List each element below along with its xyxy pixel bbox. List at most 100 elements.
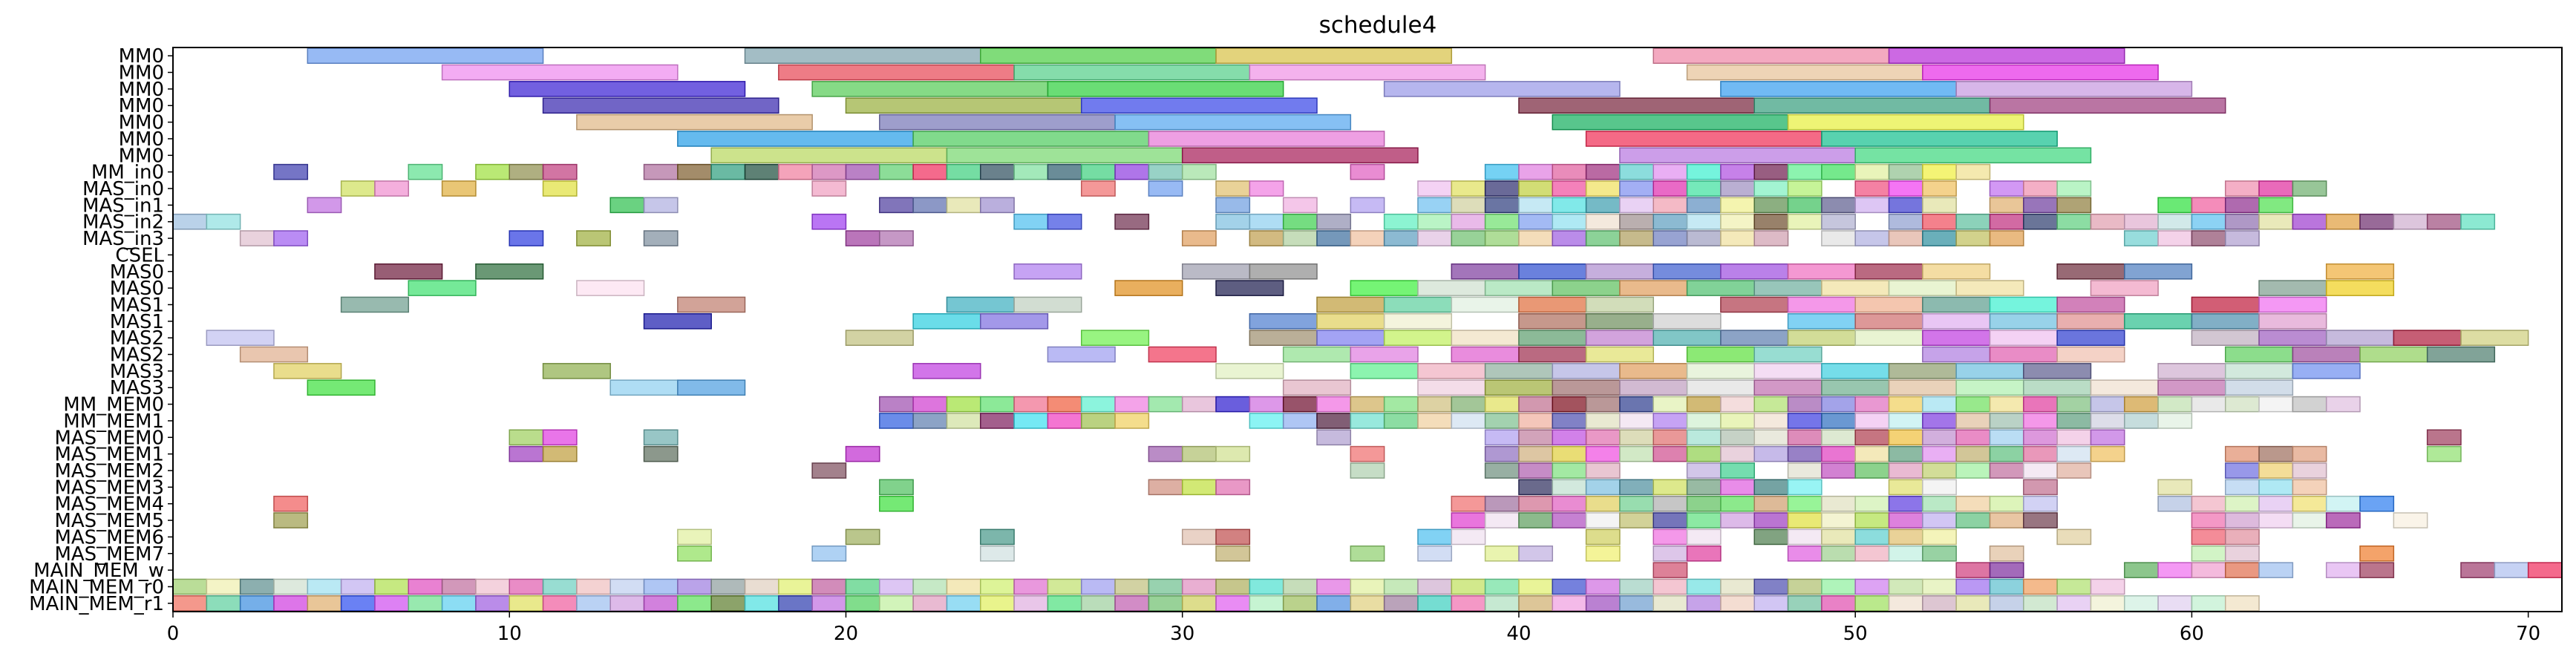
task-bar-r7-1: [408, 163, 443, 180]
task-bar-r18-12: [2056, 346, 2125, 363]
task-bar-r28-15: [1922, 512, 1957, 528]
task-bar-r14-14: [2090, 280, 2159, 296]
task-bar-r17-3: [1249, 330, 1318, 346]
task-bar-r28-18: [2023, 512, 2058, 528]
task-bar-r13-15: [2325, 263, 2395, 280]
task-bar-r33-46: [1720, 595, 1755, 612]
task-bar-r30-19: [2359, 545, 2395, 562]
task-bar-r33-52: [1922, 595, 1957, 612]
task-bar-r21-0: [879, 396, 914, 413]
task-bar-r7-5: [643, 163, 679, 180]
task-bar-r21-21: [1585, 396, 1621, 413]
task-bar-r33-51: [1888, 595, 1923, 612]
task-bar-r32-21: [879, 578, 914, 595]
task-bar-r14-6: [1484, 280, 1554, 296]
task-bar-r28-22: [2292, 512, 2327, 528]
task-bar-r9-6: [980, 197, 1015, 214]
task-bar-r26-4: [1518, 479, 1554, 496]
task-bar-r10-8: [1282, 213, 1318, 230]
task-bar-r30-18: [2225, 545, 2260, 562]
task-bar-r29-11: [1787, 528, 1823, 546]
task-bar-r29-1: [845, 528, 880, 546]
task-bar-r30-8: [1585, 545, 1621, 562]
task-bar-r31-10: [2460, 562, 2496, 578]
task-bar-r19-13: [1955, 363, 2024, 379]
task-bar-r22-11: [1350, 413, 1385, 429]
task-bar-r23-9: [1653, 429, 1688, 446]
task-bar-r22-5: [1047, 413, 1082, 429]
task-bar-r20-11: [1888, 379, 1957, 396]
task-bar-r30-17: [2191, 545, 2226, 562]
task-bar-r24-16: [1753, 445, 1789, 462]
task-bar-r33-39: [1484, 595, 1520, 612]
task-bar-r13-6: [1518, 263, 1587, 280]
task-bar-r18-13: [2225, 346, 2294, 363]
task-bar-r28-10: [1753, 512, 1789, 528]
task-bar-r9-17: [1653, 197, 1688, 214]
task-bar-r31-2: [1989, 562, 2024, 578]
task-bar-r13-3: [1181, 263, 1251, 280]
task-bar-r23-0: [509, 429, 544, 446]
task-bar-r33-55: [2023, 595, 2058, 612]
task-bar-r33-41: [1552, 595, 1587, 612]
task-bar-r33-26: [1047, 595, 1082, 612]
task-bar-r32-42: [1585, 578, 1621, 595]
task-bar-r24-15: [1720, 445, 1755, 462]
x-axis: 0 10 20 30 40 50 60 70: [167, 612, 2540, 645]
task-bar-r16-8: [1653, 313, 1722, 330]
y-tick-label-32: MAIN_MEM_r0: [29, 576, 164, 598]
task-bar-r25-16: [2056, 462, 2092, 479]
task-bar-r2-1: [811, 81, 1049, 97]
task-bar-r33-43: [1619, 595, 1654, 612]
task-bar-r8-17: [1686, 180, 1722, 197]
task-bar-r18-8: [1686, 346, 1755, 363]
task-bar-r21-15: [1383, 396, 1419, 413]
x-tick-label-1: 10: [497, 623, 522, 645]
task-bar-r33-49: [1821, 595, 1856, 612]
task-bar-r23-14: [1821, 429, 1856, 446]
task-bar-r9-22: [1821, 197, 1856, 214]
task-bar-r15-14: [2056, 296, 2125, 313]
task-bar-r33-28: [1114, 595, 1150, 612]
task-bar-r18-3: [1282, 346, 1352, 363]
task-bar-r10-12: [1451, 213, 1486, 230]
task-bar-r11-31: [2157, 230, 2193, 246]
y-tick-label-33: MAIN_MEM_r1: [29, 593, 164, 615]
task-bar-r32-13: [609, 578, 645, 595]
task-bar-r16-7: [1585, 313, 1655, 330]
task-bar-r27-23: [2258, 495, 2294, 512]
task-bar-r7-37: [1955, 163, 1991, 180]
task-bar-r33-33: [1282, 595, 1318, 612]
task-bar-r22-9: [1282, 413, 1318, 429]
task-bar-r26-10: [1720, 479, 1755, 496]
task-bar-r33-37: [1417, 595, 1453, 612]
task-bar-r8-22: [1888, 180, 1923, 197]
task-bar-r32-23: [946, 578, 981, 595]
task-bar-r9-10: [1417, 197, 1453, 214]
task-bar-r27-15: [1888, 495, 1923, 512]
bars-layer: [172, 48, 2563, 612]
task-bar-r24-19: [1854, 445, 1890, 462]
task-bar-r17-2: [1081, 330, 1150, 346]
task-bar-r2-0: [509, 81, 746, 97]
task-bar-r3-5: [1989, 97, 2226, 114]
task-bar-r5-4: [1821, 131, 2058, 147]
task-bar-r23-6: [1552, 429, 1587, 446]
task-bar-r24-6: [1215, 445, 1251, 462]
task-bar-r19-15: [2157, 363, 2226, 379]
task-bar-r33-13: [609, 595, 645, 612]
y-tick-label-19: MAS3: [110, 361, 164, 383]
task-bar-r28-14: [1888, 512, 1923, 528]
task-bar-r7-0: [273, 163, 309, 180]
task-bar-r28-2: [1484, 512, 1520, 528]
task-bar-r8-2: [441, 180, 477, 197]
task-bar-r32-18: [778, 578, 813, 595]
task-bar-r13-13: [2056, 263, 2125, 280]
task-bar-r10-34: [2225, 213, 2260, 230]
task-bar-r11-25: [1854, 230, 1890, 246]
task-bar-r33-35: [1350, 595, 1385, 612]
task-bar-r31-3: [2124, 562, 2159, 578]
x-tick-label-3: 30: [1170, 623, 1194, 645]
task-bar-r24-4: [1148, 445, 1183, 462]
task-bar-r23-2: [643, 429, 679, 446]
